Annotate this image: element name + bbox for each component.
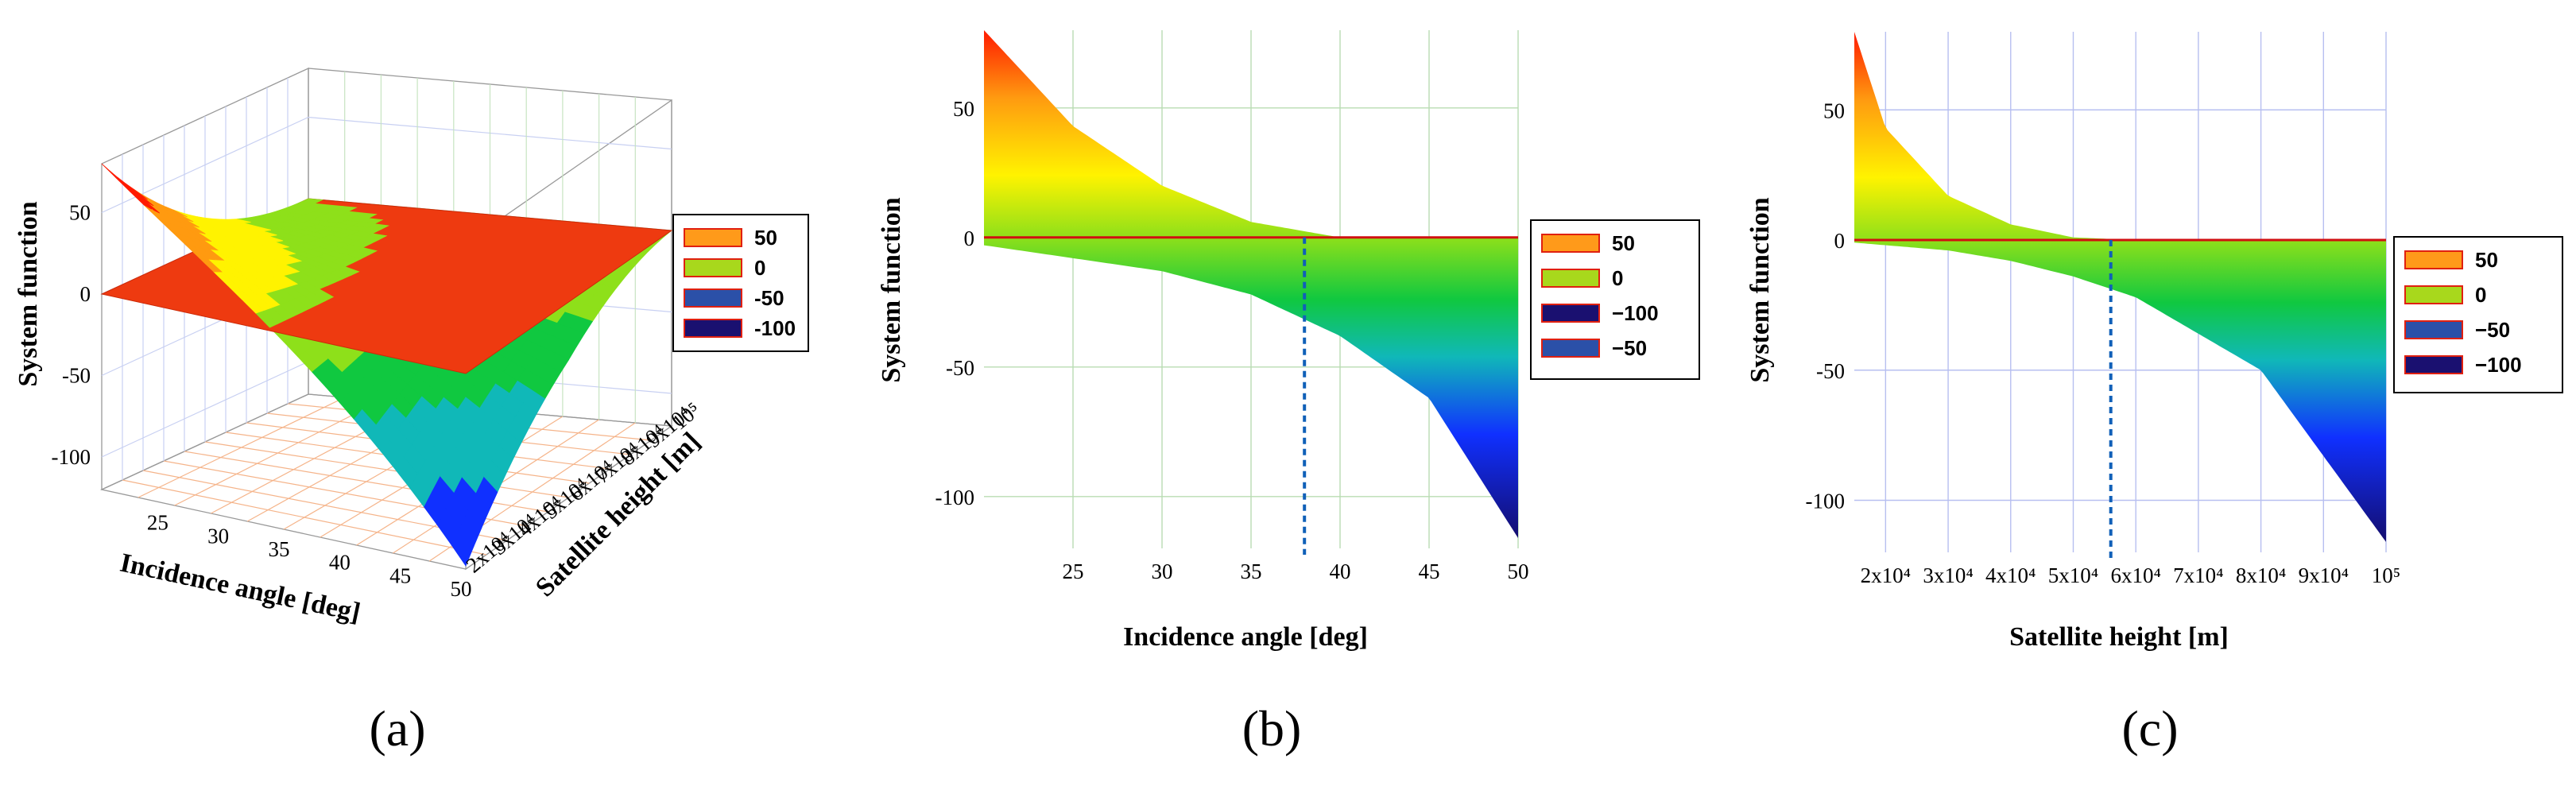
y-tick-label: -50 (946, 356, 974, 380)
panel-c-legend: 50 0 −50 −100 (2393, 236, 2563, 393)
legend-label: -50 (754, 286, 784, 310)
x-tick-label: 25 (147, 511, 169, 535)
3d-surface (100, 163, 673, 567)
legend-label: −50 (2475, 318, 2510, 342)
legend-label: 0 (2475, 283, 2486, 307)
legend-swatch (2404, 285, 2463, 304)
legend-label: 0 (754, 256, 765, 280)
panel-b-area-chart: 50 0 -50 -100 25 30 35 40 45 50 System function I… (877, 30, 1700, 757)
legend-swatch (684, 319, 742, 338)
y-tick-label: -100 (1806, 490, 1846, 513)
panel-b-label: (b) (1242, 700, 1302, 757)
y-tick-label: 50 (953, 97, 974, 121)
x-tick-label: 6x10⁴ (2110, 563, 2160, 587)
x-tick-label: 40 (1330, 559, 1351, 583)
panel-a-xlabel: Incidence angle [deg] (118, 548, 363, 628)
y-tick-label: 0 (964, 227, 975, 250)
panel-a-label: (a) (369, 700, 425, 757)
legend-label: −100 (1612, 301, 1659, 325)
x-tick-label: 45 (389, 563, 411, 587)
filled-area-series (984, 30, 1518, 538)
legend-label: 50 (1612, 231, 1635, 255)
legend-swatch (2404, 250, 2463, 269)
legend-swatch (2404, 320, 2463, 339)
x-tick-label: 30 (207, 524, 229, 548)
floor-gridline (122, 479, 487, 556)
x-tick-label: 9x10⁴ (2299, 563, 2349, 587)
wall-gridline (101, 116, 672, 214)
y-tick-label: 50 (1823, 99, 1845, 122)
y-tick-label: 0 (1834, 229, 1846, 253)
x-tick-label: 40 (329, 551, 351, 575)
panel-a-3d-surface: 500-50-1002530354045502x10⁴3x10⁴4x10⁴5x1… (14, 67, 809, 757)
panel-a-legend: 50 0 -50 -100 (672, 214, 809, 352)
panel-b-plot-area: 50 0 -50 -100 25 30 35 40 45 50 (935, 30, 1529, 583)
panel-c-label: (c) (2121, 700, 2178, 757)
x-tick-label: 50 (1508, 559, 1529, 583)
x-tick-label: 30 (1152, 559, 1173, 583)
legend-label: 50 (2475, 248, 2498, 272)
panel-c-xlabel: Satellite height [m] (2009, 622, 2229, 652)
panel-b-legend: 50 0 −100 −50 (1530, 219, 1700, 380)
x-tick-label: 10⁵ (2372, 563, 2400, 587)
panel-b-ylabel: System function (877, 197, 906, 382)
x-tick-label: 2x10⁴ (1861, 563, 1911, 587)
x-tick-label: 3x10⁴ (1923, 563, 1973, 587)
legend-label: 0 (1612, 266, 1623, 290)
legend-swatch (1541, 339, 1600, 358)
legend-swatch (684, 288, 742, 308)
x-tick-label: 25 (1063, 559, 1084, 583)
x-tick-label: 35 (269, 537, 290, 561)
legend-swatch (684, 258, 742, 277)
panel-c-area-chart: 50 0 -50 -100 2x10⁴ 3x10⁴ 4x10⁴ 5x10⁴ 6x10⁴ 7x10⁴… (1745, 32, 2563, 757)
panel-a-zlabel: System function (14, 201, 43, 386)
legend-swatch (1541, 269, 1600, 288)
panel-b-xlabel: Incidence angle [deg] (1123, 622, 1368, 652)
x-tick-label: 35 (1241, 559, 1262, 583)
filled-area-series (1854, 32, 2386, 542)
legend-swatch (2404, 355, 2463, 374)
legend-label: -100 (754, 316, 796, 340)
x-tick-label: 8x10⁴ (2236, 563, 2286, 587)
floor-gridline (204, 441, 569, 498)
x-tick-label: 50 (451, 577, 472, 601)
legend-swatch (684, 228, 742, 247)
legend-swatch (1541, 304, 1600, 323)
legend-swatch (1541, 234, 1600, 253)
z-tick-label: -100 (52, 445, 91, 469)
legend-label: −50 (1612, 336, 1647, 360)
x-tick-label: 4x10⁴ (1985, 563, 2036, 587)
y-tick-label: -50 (1816, 359, 1845, 383)
y-tick-label: -100 (935, 486, 975, 509)
x-tick-label: 7x10⁴ (2173, 563, 2223, 587)
x-tick-label: 45 (1419, 559, 1440, 583)
legend-label: 50 (754, 226, 777, 250)
surface-cell (101, 163, 124, 184)
legend-label: −100 (2475, 353, 2522, 377)
z-tick-label: -50 (62, 364, 91, 388)
z-tick-label: 50 (69, 201, 91, 225)
x-tick-label: 5x10⁴ (2048, 563, 2098, 587)
panel-c-ylabel: System function (1745, 197, 1775, 382)
panel-c-plot-area: 50 0 -50 -100 2x10⁴ 3x10⁴ 4x10⁴ 5x10⁴ 6x10⁴ 7x10⁴… (1806, 32, 2400, 587)
z-tick-label: 0 (80, 282, 91, 306)
